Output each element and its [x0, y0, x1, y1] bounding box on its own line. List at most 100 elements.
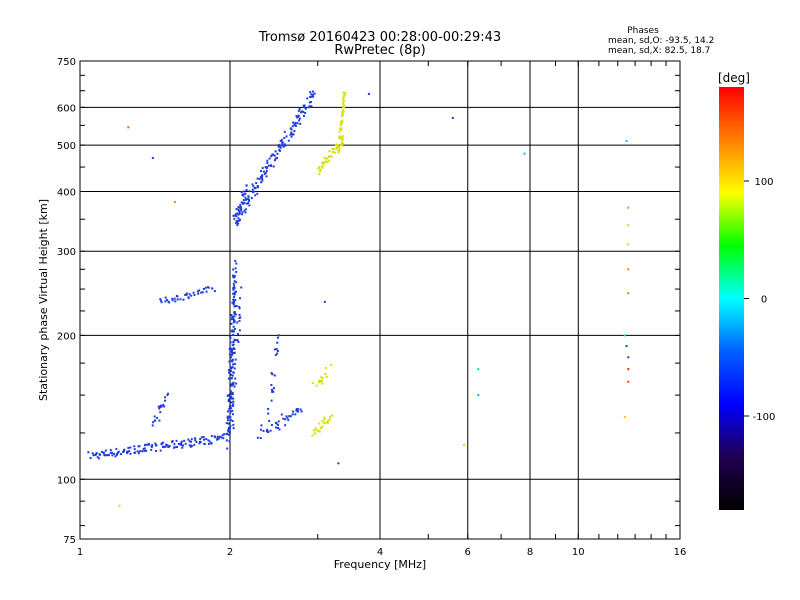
echo-point	[275, 347, 278, 350]
echo-point	[218, 435, 221, 438]
echo-point	[247, 198, 250, 201]
echo-point	[228, 440, 231, 443]
echo-point	[330, 364, 333, 367]
echo-point	[322, 422, 325, 425]
echo-point	[245, 184, 248, 187]
echo-point	[164, 396, 167, 399]
echo-point	[232, 340, 235, 343]
echo-point	[226, 416, 229, 419]
echo-point	[229, 341, 232, 344]
echo-point	[269, 164, 272, 167]
echo-point	[159, 449, 162, 452]
echo-point	[266, 428, 269, 431]
echo-point	[311, 90, 314, 93]
echo-point	[276, 349, 279, 352]
echo-point	[180, 440, 183, 443]
echo-point	[151, 157, 154, 160]
echo-point	[277, 145, 280, 148]
echo-point	[147, 442, 150, 445]
echo-point	[232, 383, 235, 386]
echo-point	[129, 446, 132, 449]
echo-point	[229, 336, 232, 339]
echo-point	[261, 174, 264, 177]
echo-point	[187, 296, 190, 299]
echo-point	[232, 287, 235, 290]
echo-point	[232, 325, 235, 328]
echo-point	[321, 161, 324, 164]
echo-point	[340, 129, 343, 132]
echo-point	[325, 367, 328, 370]
echo-point	[267, 430, 270, 433]
echo-point	[133, 448, 136, 451]
echo-point	[188, 444, 191, 447]
y-tick-label: 200	[57, 331, 76, 342]
echo-point	[102, 452, 105, 455]
echo-point	[216, 435, 219, 438]
echo-point	[238, 297, 241, 300]
echo-point	[230, 401, 233, 404]
echo-point	[173, 443, 176, 446]
echo-point	[190, 438, 193, 441]
echo-point	[244, 208, 247, 211]
echo-point	[104, 449, 107, 452]
echo-point	[241, 213, 244, 216]
echo-point	[225, 439, 228, 442]
echo-point	[320, 379, 323, 382]
echo-point	[340, 127, 343, 130]
echo-point	[164, 296, 167, 299]
echo-point	[286, 416, 289, 419]
echo-point	[236, 224, 239, 227]
echo-point	[323, 416, 326, 419]
echo-point	[127, 446, 130, 449]
echo-point	[232, 282, 235, 285]
echo-point	[233, 280, 236, 283]
echo-point	[166, 444, 169, 447]
y-tick-label: 300	[57, 247, 76, 258]
echo-point	[627, 268, 630, 271]
echo-point	[278, 148, 281, 151]
echo-point	[232, 303, 235, 306]
echo-point	[213, 290, 216, 293]
echo-point	[168, 445, 171, 448]
echo-point	[138, 450, 141, 453]
echo-point	[270, 384, 273, 387]
echo-point	[227, 433, 230, 436]
echo-point	[322, 161, 325, 164]
echo-point	[342, 106, 345, 109]
echo-point	[283, 130, 286, 133]
echo-point	[255, 182, 258, 185]
echo-point	[237, 222, 240, 225]
y-tick-label: 100	[57, 475, 76, 486]
echo-point	[321, 382, 324, 385]
echo-point	[261, 167, 264, 170]
echo-point	[275, 422, 278, 425]
echo-point	[193, 293, 196, 296]
echo-point	[167, 392, 170, 395]
echo-point	[333, 151, 336, 154]
echo-point	[261, 179, 264, 182]
echo-point	[256, 177, 259, 180]
echo-point	[155, 444, 158, 447]
echo-point	[299, 122, 302, 125]
echo-point	[247, 195, 250, 198]
echo-point	[182, 444, 185, 447]
echo-point	[294, 121, 297, 124]
echo-point	[291, 125, 294, 128]
echo-point	[242, 194, 245, 197]
echo-point	[150, 445, 153, 448]
echo-point	[238, 329, 241, 332]
echo-point	[296, 122, 299, 125]
echo-point	[232, 403, 235, 406]
echo-point	[271, 373, 274, 376]
echo-point	[266, 161, 269, 164]
echo-point	[231, 420, 234, 423]
echo-point	[239, 209, 242, 212]
echo-point	[331, 147, 334, 150]
echo-point	[287, 419, 290, 422]
echo-point	[188, 440, 191, 443]
echo-point	[235, 221, 238, 224]
echo-point	[234, 213, 237, 216]
echo-point	[232, 288, 235, 291]
echo-point	[321, 425, 324, 428]
echo-point	[311, 434, 314, 437]
